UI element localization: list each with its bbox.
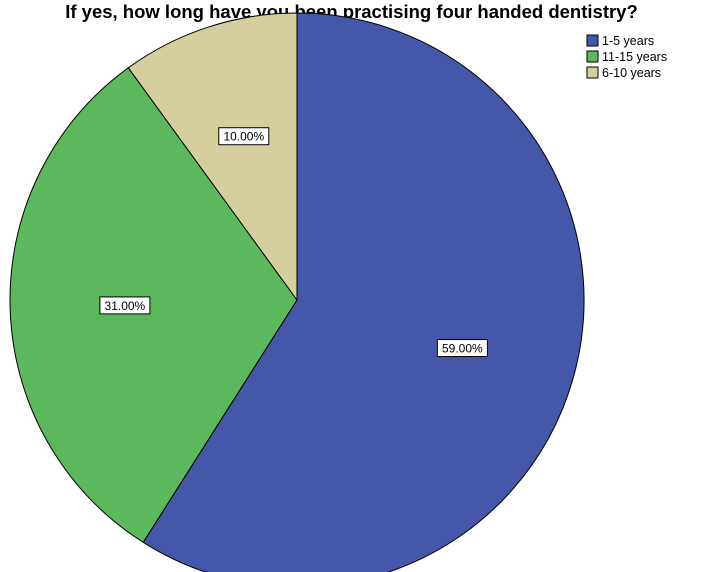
pie-slice-1-5-years bbox=[142, 12, 585, 572]
legend-swatch bbox=[586, 50, 599, 63]
data-label-11-15-years: 31.00% bbox=[99, 296, 151, 315]
legend-entry-11-15-years: 11-15 years bbox=[586, 50, 667, 64]
svg-text:59.00%: 59.00% bbox=[442, 342, 483, 356]
data-label-1-5-years: 59.00% bbox=[436, 339, 488, 358]
legend-label: 11-15 years bbox=[602, 50, 667, 64]
svg-text:31.00%: 31.00% bbox=[105, 299, 146, 313]
legend-entry-6-10-years: 6-10 years bbox=[586, 66, 661, 80]
pie-slice-6-10-years bbox=[127, 12, 298, 301]
data-label-6-10-years: 10.00% bbox=[218, 127, 270, 146]
svg-text:10.00%: 10.00% bbox=[223, 130, 264, 144]
data-labels: 59.00% 31.00% 10.00% bbox=[99, 127, 488, 358]
pie-slices bbox=[9, 12, 585, 572]
legend-label: 6-10 years bbox=[602, 66, 661, 80]
legend-label: 1-5 years bbox=[602, 34, 654, 48]
legend-entry-1-5-years: 1-5 years bbox=[586, 34, 654, 48]
legend: 1-5 years 11-15 years 6-10 years bbox=[586, 34, 667, 80]
pie-slice-11-15-years bbox=[9, 67, 298, 543]
chart-title: If yes, how long have you been practisin… bbox=[65, 1, 638, 22]
legend-swatch bbox=[586, 66, 599, 79]
legend-swatch bbox=[586, 34, 599, 47]
